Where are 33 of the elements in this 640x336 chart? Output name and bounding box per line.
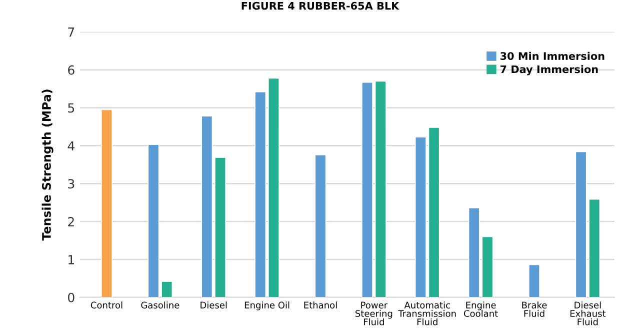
bar bbox=[414, 136, 426, 298]
y-tick-label: 3 bbox=[68, 179, 74, 189]
bar bbox=[428, 127, 440, 298]
bar bbox=[214, 157, 226, 298]
bar bbox=[148, 144, 160, 298]
x-tick-label: Ethanol bbox=[304, 302, 337, 309]
y-axis-title: Tensile Strength (MPa) bbox=[42, 90, 54, 241]
bar bbox=[374, 80, 386, 298]
bar bbox=[100, 109, 112, 298]
x-tick-label: Power Steering Fluid bbox=[355, 302, 392, 326]
bar bbox=[161, 281, 173, 298]
y-tick-label: 0 bbox=[68, 292, 74, 302]
bar bbox=[361, 82, 374, 298]
bar bbox=[201, 116, 213, 298]
x-tick-label: Automatic Transmission Fluid bbox=[398, 302, 456, 326]
y-tick-label: 7 bbox=[68, 28, 74, 37]
y-tick-label: 6 bbox=[68, 65, 74, 75]
x-tick-label: Gasoline bbox=[141, 302, 180, 309]
y-tick-label: 2 bbox=[68, 216, 74, 226]
x-tick-label: Engine Coolant bbox=[464, 302, 498, 317]
x-tick-label: Diesel bbox=[200, 302, 227, 309]
x-tick-label: Engine Oil bbox=[244, 302, 290, 310]
bar bbox=[268, 78, 280, 298]
y-tick-label: 5 bbox=[68, 103, 74, 113]
chart-title: FIGURE 4 RUBBER-65A BLK bbox=[242, 2, 400, 10]
legend-label: 7 Day Immersion bbox=[500, 65, 598, 76]
y-tick-label: 1 bbox=[68, 255, 74, 264]
bar bbox=[254, 91, 266, 298]
y-tick-label: 4 bbox=[68, 141, 74, 150]
x-tick-label: Control bbox=[90, 302, 122, 309]
legend-label: 30 Min Immersion bbox=[500, 52, 604, 60]
x-tick-label: Brake Fluid bbox=[522, 302, 547, 317]
x-tick-label: Diesel Exhaust Fluid bbox=[570, 302, 606, 326]
